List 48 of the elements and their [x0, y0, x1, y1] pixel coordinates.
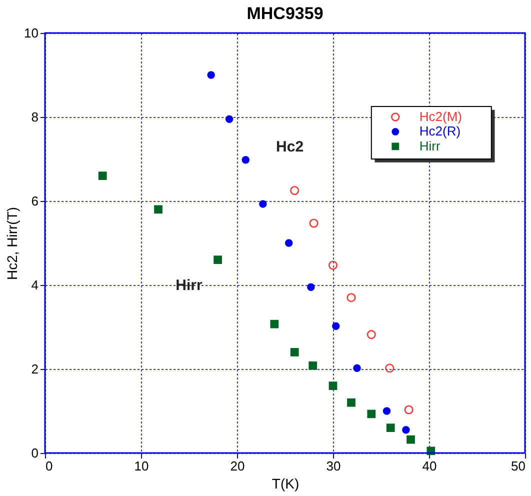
point	[402, 426, 410, 434]
legend-label: Hirr	[419, 138, 442, 154]
point	[214, 256, 222, 264]
point	[207, 71, 215, 79]
point	[270, 320, 279, 328]
legend-label: Hc2(M)	[419, 109, 462, 124]
point	[332, 322, 340, 330]
x-tick-label: 10	[134, 458, 149, 474]
y-tick-label: 4	[31, 278, 38, 292]
y-tick-label: 2	[31, 362, 38, 376]
point	[386, 424, 395, 432]
point	[284, 239, 293, 247]
point	[309, 218, 318, 228]
point	[308, 361, 318, 370]
point	[290, 348, 299, 356]
point	[328, 382, 338, 390]
point	[328, 260, 338, 270]
point	[406, 435, 415, 444]
point	[347, 398, 356, 407]
point	[242, 156, 250, 164]
point	[366, 330, 376, 340]
y-tick-label: 0	[31, 446, 38, 460]
y-axis-title: Hc2, Hirr(T)	[4, 206, 20, 280]
legend-label: Hc2(R)	[419, 124, 461, 139]
point	[382, 407, 391, 415]
point	[346, 293, 356, 302]
annotation: Hirr	[176, 277, 202, 294]
point	[353, 364, 361, 372]
point	[290, 186, 300, 196]
x-tick-label: 20	[230, 458, 245, 474]
point	[367, 410, 376, 418]
point	[307, 283, 315, 291]
x-axis-title: T(K)	[272, 476, 300, 492]
y-tick-label: 10	[24, 26, 38, 40]
point	[259, 200, 267, 208]
point	[404, 405, 414, 414]
x-tick-label: 40	[422, 458, 437, 474]
point	[225, 115, 234, 123]
point	[385, 364, 394, 373]
x-tick-label: 30	[326, 458, 341, 474]
point	[98, 172, 107, 180]
y-tick-label: 6	[31, 194, 38, 208]
x-tick-label: 50	[511, 458, 526, 474]
annotation: Hc2	[276, 138, 304, 156]
x-tick-label: 0	[46, 458, 53, 474]
chart-title: MHC9359	[246, 4, 324, 23]
point	[154, 205, 162, 214]
y-tick-label: 8	[31, 110, 38, 124]
